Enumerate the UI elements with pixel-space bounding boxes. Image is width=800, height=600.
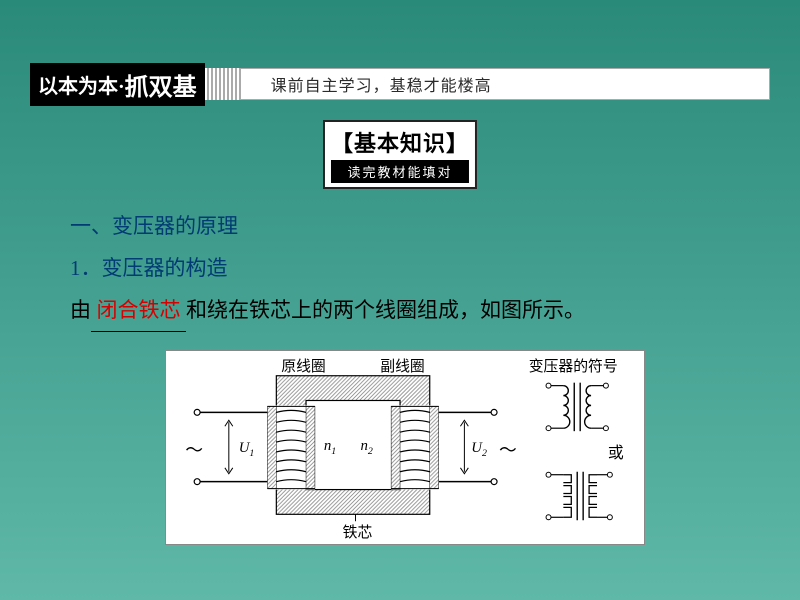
line3-before: 由 xyxy=(70,298,91,322)
heading-line: 一、变压器的原理 xyxy=(70,205,745,247)
label-u2: U2 xyxy=(471,440,487,459)
transformer-symbol-1 xyxy=(546,383,608,431)
bracket-close: 】 xyxy=(446,131,469,156)
primary-coil xyxy=(267,405,315,489)
u1-arrow xyxy=(225,420,233,473)
transformer-symbol-2 xyxy=(546,472,612,520)
u2-arrow xyxy=(460,420,468,473)
tilde-left: ～ xyxy=(185,440,203,460)
diagram-svg: 原线圈 副线圈 变压器的符号 U1 U2 ～ ～ n1 n2 铁芯 xyxy=(166,351,644,544)
badge-title: 【基本知识】 xyxy=(331,126,469,158)
line3-after: 和绕在铁芯上的两个线圈组成，如图所示。 xyxy=(186,298,585,322)
badge-subtitle: 读完教材能填对 xyxy=(331,160,469,183)
header-bold: 抓双基 xyxy=(125,67,197,102)
content-block: 一、变压器的原理 1．变压器的构造 由闭合铁芯和绕在铁芯上的两个线圈组成，如图所… xyxy=(70,205,745,332)
bracket-open: 【 xyxy=(331,131,354,156)
badge-box: 【基本知识】 读完教材能填对 xyxy=(323,120,477,189)
fill-line: 由闭合铁芯和绕在铁芯上的两个线圈组成，如图所示。 xyxy=(70,289,745,332)
header-right-box: 课前自主学习，基稳才能楼高 xyxy=(240,68,770,100)
label-primary: 原线圈 xyxy=(281,358,326,375)
header-prefix: 以本为本· xyxy=(38,70,125,99)
tilde-right: ～ xyxy=(499,440,517,460)
label-or: 或 xyxy=(608,444,624,462)
sub-line: 1．变压器的构造 xyxy=(70,247,745,289)
label-core: 铁芯 xyxy=(343,524,373,541)
header-left: 以本为本· 抓双基 xyxy=(30,63,205,106)
header-stripes xyxy=(205,68,240,100)
label-u1: U1 xyxy=(239,440,255,459)
secondary-coil xyxy=(391,405,439,489)
header-subtitle: 课前自主学习，基稳才能楼高 xyxy=(271,72,492,96)
label-symbol: 变压器的符号 xyxy=(529,358,618,375)
fill-answer: 闭合铁芯 xyxy=(91,289,186,332)
transformer-diagram: 原线圈 副线圈 变压器的符号 U1 U2 ～ ～ n1 n2 铁芯 xyxy=(165,350,645,545)
badge-title-text: 基本知识 xyxy=(354,131,446,156)
label-secondary: 副线圈 xyxy=(380,358,425,375)
header-bar: 以本为本· 抓双基 课前自主学习，基稳才能楼高 xyxy=(30,68,770,100)
